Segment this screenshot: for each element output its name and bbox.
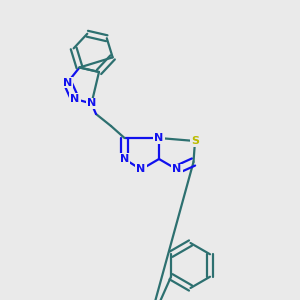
Text: N: N — [136, 164, 146, 175]
Text: N: N — [87, 98, 96, 109]
Text: N: N — [172, 164, 182, 175]
Text: N: N — [70, 94, 80, 104]
Text: S: S — [191, 136, 199, 146]
Text: N: N — [63, 77, 72, 88]
Text: N: N — [154, 133, 164, 143]
Text: N: N — [120, 154, 129, 164]
